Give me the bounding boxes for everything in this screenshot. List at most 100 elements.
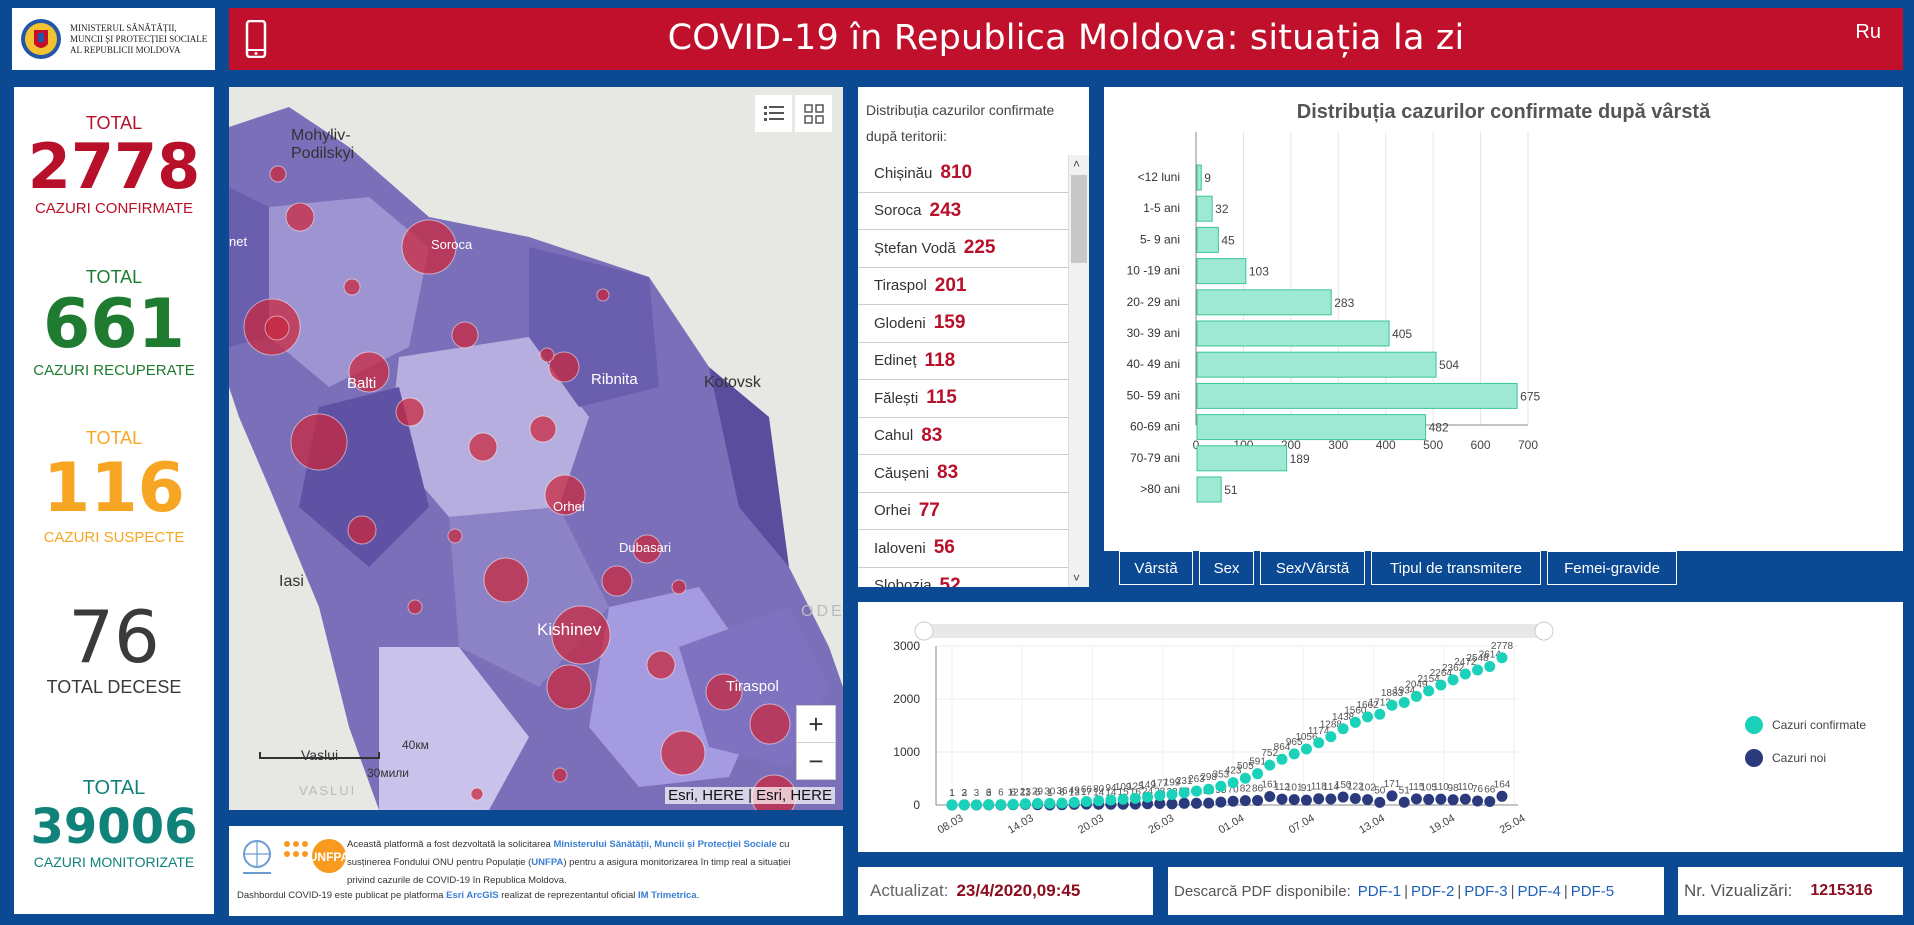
timeline-point-confirmed[interactable]: [958, 799, 970, 811]
timeline-point-confirmed[interactable]: [1105, 794, 1117, 806]
mobile-phone-icon[interactable]: [245, 20, 267, 58]
age-bar[interactable]: [1196, 445, 1288, 472]
timeline-point-confirmed[interactable]: [1032, 797, 1044, 809]
age-bar[interactable]: [1196, 382, 1518, 409]
timeline-point-confirmed[interactable]: [1093, 795, 1105, 807]
timeline-point-new[interactable]: [1227, 795, 1239, 807]
timeline-point-confirmed[interactable]: [995, 799, 1007, 811]
territory-row[interactable]: Fălești 115: [858, 380, 1068, 418]
timeline-point-new[interactable]: [1459, 793, 1471, 805]
trimetrica-link[interactable]: IM Trimetrica: [637, 890, 697, 901]
timeline-point-new[interactable]: [1484, 796, 1496, 808]
tab-sex-varsta[interactable]: Sex/Vârstă: [1260, 551, 1365, 585]
timeline-point-new[interactable]: [1398, 796, 1410, 808]
pdf-5-link[interactable]: PDF-5: [1570, 882, 1615, 900]
zoom-out-button[interactable]: −: [796, 742, 836, 780]
timeline-point-confirmed[interactable]: [1154, 790, 1166, 802]
timeline-point-new[interactable]: [1386, 790, 1398, 802]
map-view[interactable]: Mohyliv-Podilskyi Soroca Balti Ribnita K…: [229, 87, 843, 810]
timeline-point-confirmed[interactable]: [1019, 798, 1031, 810]
timeline-point-confirmed[interactable]: [1362, 711, 1374, 723]
timeline-point-confirmed[interactable]: [1227, 777, 1239, 789]
timeline-point-confirmed[interactable]: [1410, 690, 1422, 702]
timeline-point-confirmed[interactable]: [983, 799, 995, 811]
timeline-point-confirmed[interactable]: [1459, 668, 1471, 680]
timeline-point-new[interactable]: [1410, 793, 1422, 805]
legend-label[interactable]: Cazuri noi: [1772, 751, 1826, 765]
legend-label[interactable]: Cazuri confirmate: [1772, 718, 1866, 732]
timeline-point-confirmed[interactable]: [1215, 780, 1227, 792]
timeline-point-confirmed[interactable]: [1142, 791, 1154, 803]
age-bar[interactable]: [1196, 164, 1202, 191]
timeline-point-new[interactable]: [1374, 796, 1386, 808]
timeline-point-confirmed[interactable]: [1337, 723, 1349, 735]
timeline-point-confirmed[interactable]: [1178, 787, 1190, 799]
timeline-point-new[interactable]: [1215, 796, 1227, 808]
timeline-point-new[interactable]: [1300, 794, 1312, 806]
timeline-point-confirmed[interactable]: [1288, 748, 1300, 760]
timeline-point-confirmed[interactable]: [1190, 785, 1202, 797]
timeline-point-confirmed[interactable]: [1423, 685, 1435, 697]
timeline-point-new[interactable]: [1264, 790, 1276, 802]
age-bar[interactable]: [1196, 195, 1213, 222]
timeline-point-confirmed[interactable]: [1435, 679, 1447, 691]
timeline-point-confirmed[interactable]: [1349, 716, 1361, 728]
timeline-point-new[interactable]: [1276, 793, 1288, 805]
timeline-point-confirmed[interactable]: [1068, 796, 1080, 808]
tab-varsta[interactable]: Vârstă: [1119, 551, 1193, 585]
timeline-point-confirmed[interactable]: [1386, 699, 1398, 711]
timeline-point-confirmed[interactable]: [946, 799, 958, 811]
timeline-point-confirmed[interactable]: [1472, 664, 1484, 676]
timeline-point-confirmed[interactable]: [1264, 759, 1276, 771]
timeline-point-new[interactable]: [1166, 798, 1178, 810]
age-bar[interactable]: [1196, 351, 1437, 378]
age-bar[interactable]: [1196, 289, 1332, 316]
timeline-point-new[interactable]: [1362, 794, 1374, 806]
legend-list-button[interactable]: [755, 95, 792, 132]
timeline-point-confirmed[interactable]: [1484, 660, 1496, 672]
timeline-point-new[interactable]: [1252, 794, 1264, 806]
timeline-point-confirmed[interactable]: [1203, 783, 1215, 795]
territory-row[interactable]: Tiraspol 201: [858, 268, 1068, 305]
timeline-point-confirmed[interactable]: [1447, 674, 1459, 686]
timeline-point-new[interactable]: [1447, 794, 1459, 806]
timeline-point-confirmed[interactable]: [1398, 696, 1410, 708]
territory-row[interactable]: Cahul 83: [858, 418, 1068, 455]
pdf-4-link[interactable]: PDF-4: [1517, 882, 1561, 900]
zoom-in-button[interactable]: +: [796, 705, 836, 743]
age-bar[interactable]: [1196, 476, 1222, 503]
range-slider-right-handle[interactable]: [1534, 621, 1554, 641]
timeline-point-new[interactable]: [1288, 794, 1300, 806]
timeline-point-new[interactable]: [1349, 793, 1361, 805]
timeline-point-confirmed[interactable]: [1056, 797, 1068, 809]
timeline-point-confirmed[interactable]: [970, 799, 982, 811]
timeline-point-confirmed[interactable]: [1007, 798, 1019, 810]
timeline-point-new[interactable]: [1239, 795, 1251, 807]
scroll-up-icon[interactable]: ˄: [1073, 157, 1081, 171]
timeline-point-new[interactable]: [1325, 793, 1337, 805]
age-bar[interactable]: [1196, 226, 1219, 253]
timeline-point-new[interactable]: [1154, 798, 1166, 810]
ministry-link[interactable]: Ministerului Sănătății, Muncii și Protec…: [553, 839, 777, 850]
timeline-point-confirmed[interactable]: [1166, 788, 1178, 800]
timeline-point-confirmed[interactable]: [1313, 737, 1325, 749]
tab-femei-gravide[interactable]: Femei-gravide: [1547, 551, 1677, 585]
range-slider-left-handle[interactable]: [914, 621, 934, 641]
territory-row[interactable]: Soroca 243: [858, 193, 1068, 230]
timeline-point-confirmed[interactable]: [1300, 743, 1312, 755]
pdf-3-link[interactable]: PDF-3: [1464, 882, 1508, 900]
tab-sex[interactable]: Sex: [1199, 551, 1254, 585]
timeline-point-new[interactable]: [1337, 791, 1349, 803]
scroll-down-icon[interactable]: ˅: [1073, 571, 1081, 585]
territory-row[interactable]: Ialoveni 56: [858, 530, 1068, 568]
age-bar[interactable]: [1196, 258, 1247, 285]
scroll-thumb[interactable]: [1071, 175, 1087, 263]
timeline-point-confirmed[interactable]: [1117, 793, 1129, 805]
basemap-gallery-button[interactable]: [795, 95, 832, 132]
timeline-point-new[interactable]: [1203, 797, 1215, 809]
timeline-point-confirmed[interactable]: [1252, 768, 1264, 780]
timeline-point-confirmed[interactable]: [1276, 753, 1288, 765]
territory-row[interactable]: Orhei 77: [858, 493, 1068, 530]
timeline-point-confirmed[interactable]: [1044, 797, 1056, 809]
territory-row[interactable]: Căușeni 83: [858, 455, 1068, 493]
